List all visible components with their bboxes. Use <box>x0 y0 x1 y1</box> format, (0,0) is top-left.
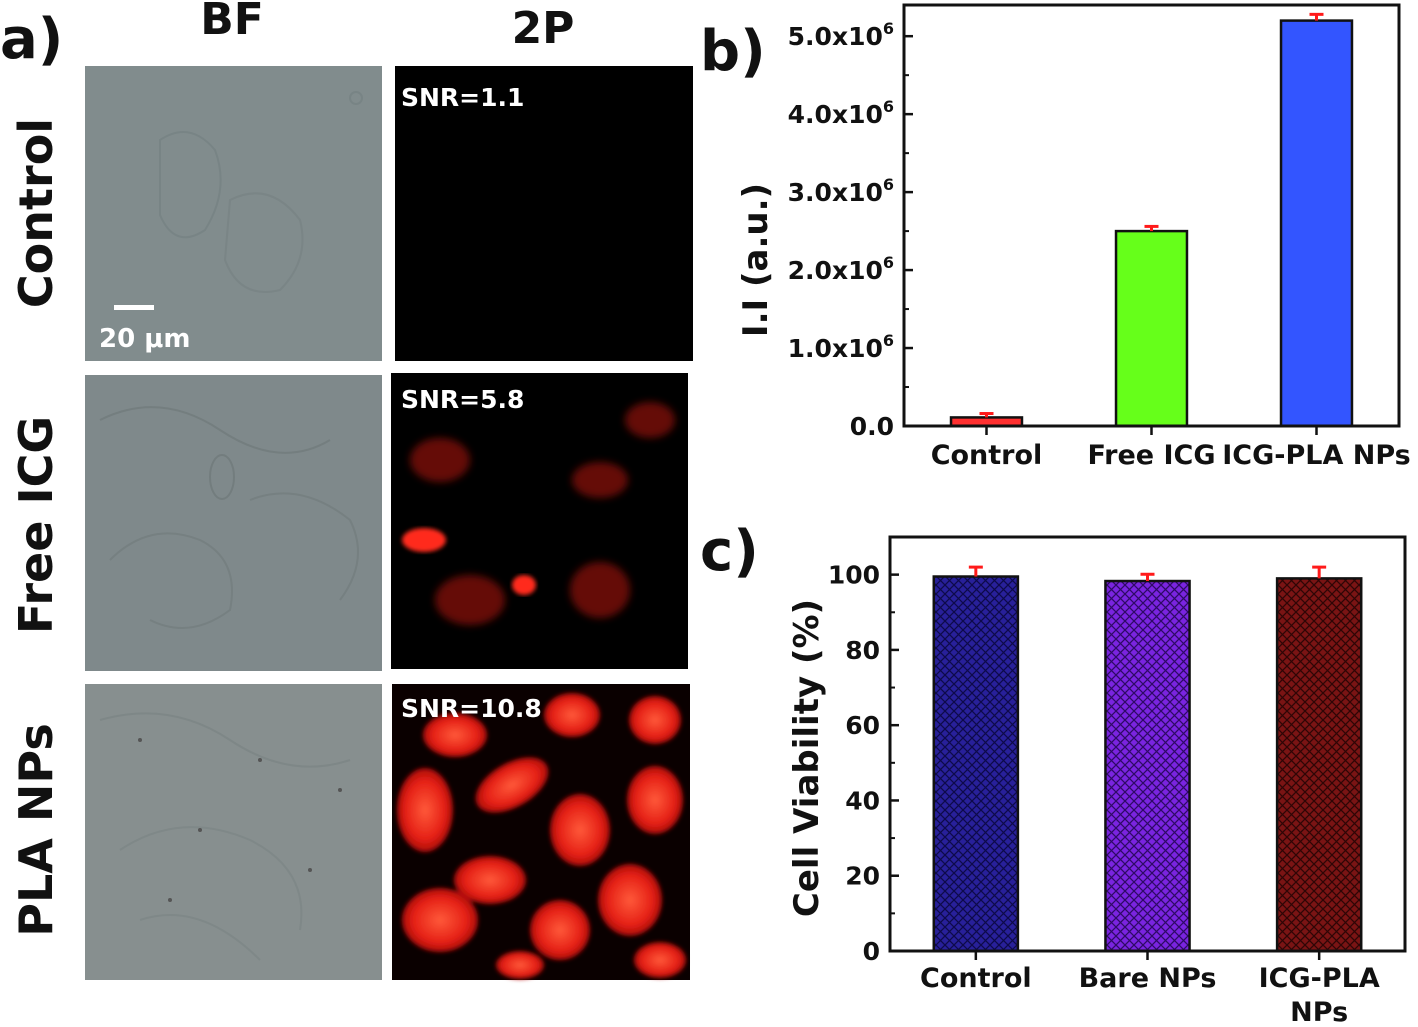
row-heading-control: Control <box>9 118 63 308</box>
y-tick-label: 20 <box>845 862 880 891</box>
bar <box>1114 229 1189 428</box>
snr-label-control: SNR=1.1 <box>401 83 524 112</box>
scale-bar <box>114 305 154 310</box>
panel-a-letter: a) <box>0 7 63 72</box>
fluorescent-cell <box>512 575 536 595</box>
x-category-label: Free ICG <box>1087 440 1215 471</box>
bar <box>1104 579 1191 953</box>
x-category-label: Control <box>931 440 1043 471</box>
y-tick-label: 0 <box>863 937 880 966</box>
x-category-label: ICG-PLA <box>1259 963 1380 994</box>
snr-label-free-icg: SNR=5.8 <box>401 385 524 414</box>
chart-b: 0.0 1.0x106 2.0x106 3.0x106 4.0x106 5.0x106 Co… <box>788 3 1411 471</box>
y-tick-label: 1.0x106 <box>788 331 894 363</box>
fluorescence-image-free-icg <box>391 373 688 669</box>
bf-image-free-icg <box>85 375 382 671</box>
column-heading-2p: 2P <box>512 3 575 54</box>
chart-b-y-axis-label: I.I (a.u.) <box>736 183 776 337</box>
panel-b-letter: b) <box>700 19 766 84</box>
y-tick-label: 0.0 <box>850 412 894 441</box>
y-tick-label: 40 <box>845 786 880 815</box>
bar <box>932 575 1020 953</box>
fluorescence-image-control <box>395 66 693 361</box>
y-tick-label: 4.0x106 <box>788 97 894 129</box>
x-category-label: NPs <box>1290 997 1348 1027</box>
snr-label-pla-nps: SNR=10.8 <box>401 694 542 723</box>
row-heading-free-icg: Free ICG <box>9 416 63 634</box>
y-tick-label: 80 <box>845 636 880 665</box>
x-category-label: Control <box>920 963 1032 994</box>
x-category-label: ICG-PLA NPs <box>1222 440 1411 471</box>
y-tick-label: 3.0x106 <box>788 175 894 207</box>
x-category-label: Bare NPs <box>1079 963 1217 994</box>
bar <box>1279 19 1354 428</box>
y-tick-label: 100 <box>828 561 880 590</box>
y-tick-label: 2.0x106 <box>788 253 894 285</box>
scale-bar-label: 20 μm <box>99 324 190 354</box>
row-heading-pla-nps: PLA NPs <box>9 723 63 936</box>
chart-c-y-axis-label: Cell Viability (%) <box>787 599 827 917</box>
y-tick-label: 5.0x106 <box>788 19 894 51</box>
fluorescent-cell <box>402 528 446 552</box>
bar <box>1275 577 1363 953</box>
y-tick-label: 60 <box>845 711 880 740</box>
fluorescence-image-pla-nps <box>392 684 690 980</box>
bf-image-pla-nps <box>85 684 382 980</box>
column-heading-bf: BF <box>200 0 264 45</box>
bf-image-control <box>85 66 382 361</box>
panel-c-letter: c) <box>700 519 759 584</box>
